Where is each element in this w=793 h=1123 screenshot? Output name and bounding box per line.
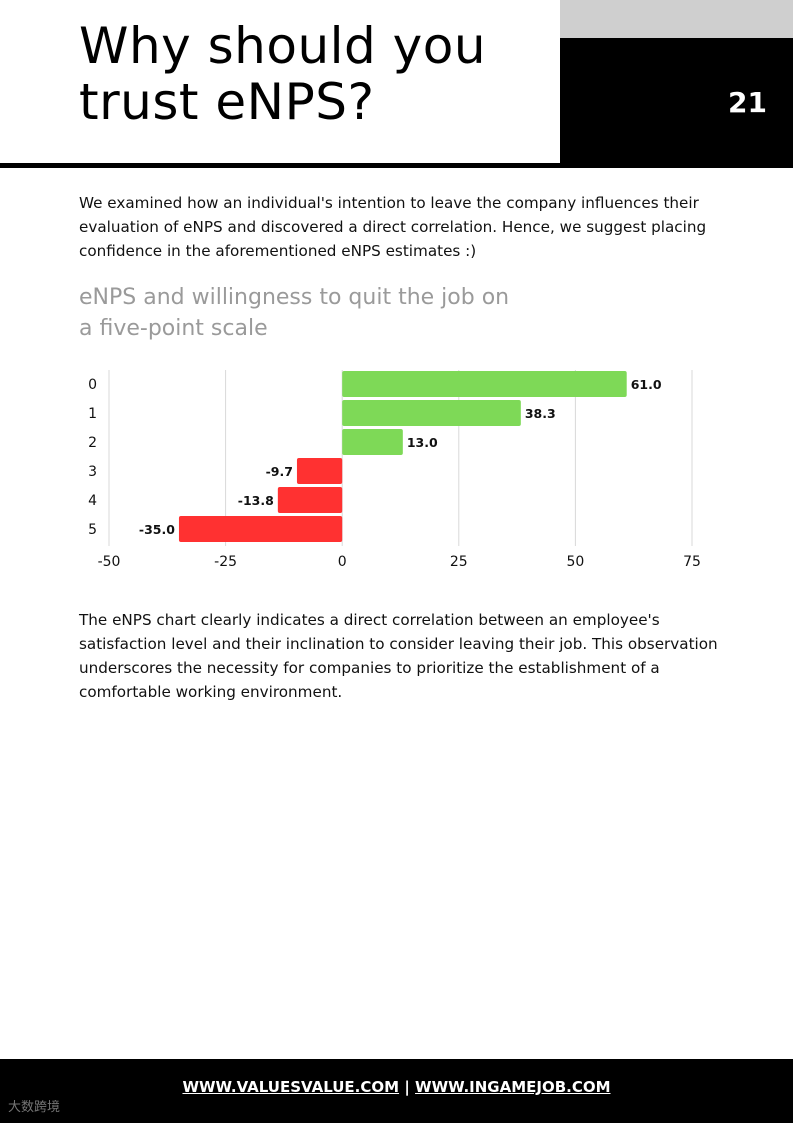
title-underline <box>0 163 560 168</box>
bar <box>277 487 343 513</box>
bar <box>342 371 627 397</box>
bar <box>342 429 403 455</box>
x-tick-label: 75 <box>683 554 701 570</box>
data-label: -9.7 <box>266 464 293 479</box>
page-number: 21 <box>728 86 767 119</box>
watermark-logo: 大数跨境 <box>8 1100 61 1115</box>
page-title: Why should you trust eNPS? <box>79 18 486 130</box>
y-category-label: 3 <box>88 464 97 480</box>
data-label: 61.0 <box>631 377 662 392</box>
title-line-1: Why should you <box>79 17 487 75</box>
bar <box>178 516 343 542</box>
footer-link-ingamejob[interactable]: WWW.INGAMEJOB.COM <box>415 1078 611 1096</box>
footer: WWW.VALUESVALUE.COM | WWW.INGAMEJOB.COM … <box>0 1059 793 1123</box>
y-category-label: 4 <box>88 493 97 509</box>
y-category-label: 1 <box>88 406 97 422</box>
chart-heading-line-1: eNPS and willingness to quit the job on <box>79 285 510 310</box>
bar <box>296 458 343 484</box>
data-label: 38.3 <box>525 406 556 421</box>
enps-bar-chart: -50 -25 0 25 50 75 0 61.0 1 38.3 2 13.0 3 -9.7 4 -13.8 5… <box>88 370 701 570</box>
x-tick-label: -50 <box>98 554 121 570</box>
intro-paragraph: We examined how an individual's intentio… <box>79 194 707 260</box>
footer-link-valuesvalue[interactable]: WWW.VALUESVALUE.COM <box>182 1078 400 1096</box>
title-line-2: trust eNPS? <box>79 73 375 131</box>
footer-separator: | <box>404 1078 410 1096</box>
chart-heading: eNPS and willingness to quit the job on … <box>79 282 599 344</box>
header-black-block <box>560 38 793 168</box>
header-gray-block <box>560 0 793 38</box>
chart-heading-line-2: a five-point scale <box>79 316 268 341</box>
x-tick-label: 0 <box>338 554 347 570</box>
y-category-label: 0 <box>88 377 97 393</box>
footer-links: WWW.VALUESVALUE.COM | WWW.INGAMEJOB.COM <box>0 1078 793 1096</box>
y-category-label: 5 <box>88 522 97 538</box>
y-category-label: 2 <box>88 435 97 451</box>
x-tick-label: -25 <box>214 554 237 570</box>
x-tick-label: 25 <box>450 554 468 570</box>
data-label: 13.0 <box>407 435 438 450</box>
x-tick-label: 50 <box>566 554 584 570</box>
bar <box>342 400 521 426</box>
conclusion-paragraph: The eNPS chart clearly indicates a direc… <box>79 611 718 701</box>
data-label: -35.0 <box>139 522 175 537</box>
data-label: -13.8 <box>238 493 274 508</box>
